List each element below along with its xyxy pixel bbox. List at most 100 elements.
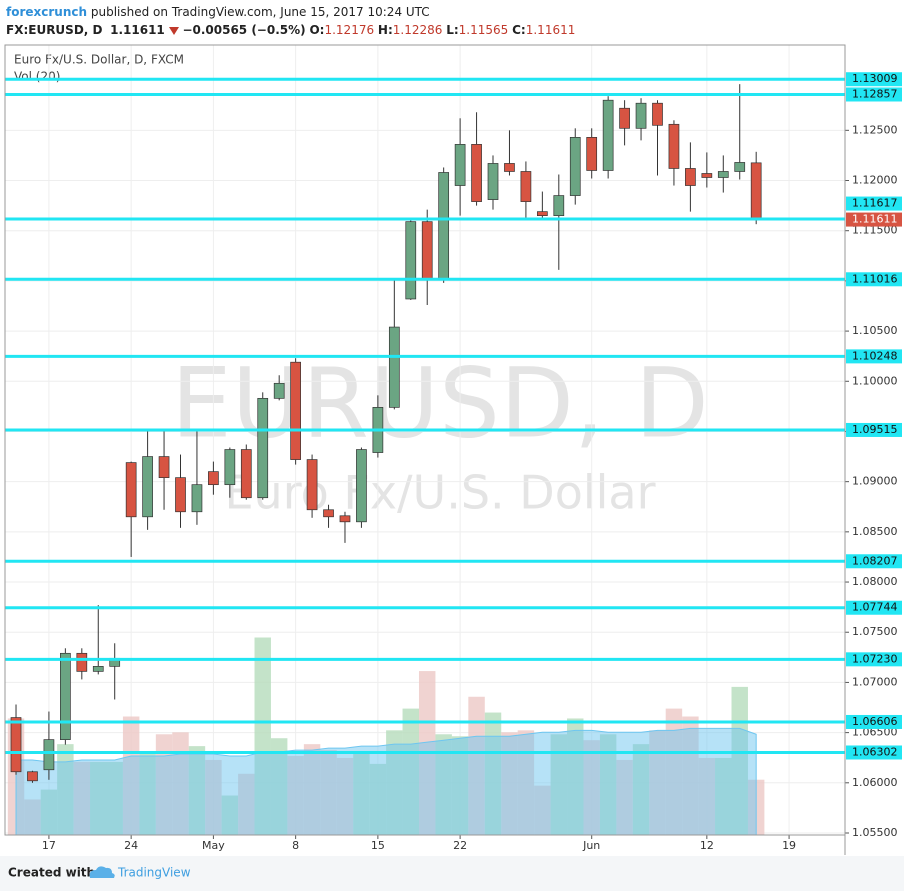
symbol: FX:EURUSD, D [6, 23, 103, 37]
y-tick-label: 1.11500 [852, 224, 898, 237]
candle-body [388, 326, 400, 408]
low-label: L: [446, 23, 459, 37]
level-label-box [846, 72, 902, 87]
candle-body [520, 171, 532, 202]
y-tick-label: 1.09000 [852, 475, 898, 488]
footer-created: Created with [8, 866, 95, 880]
high-label: H: [377, 23, 393, 37]
published: published on TradingView.com, June 15, 2… [90, 5, 430, 19]
legend-instrument: Euro Fx/U.S. Dollar, D, FXCM [14, 53, 184, 67]
candle-body [10, 717, 22, 773]
x-tick-label: 24 [124, 839, 138, 852]
level-label: 1.07230 [852, 652, 898, 665]
x-tick-label: 17 [42, 839, 56, 852]
level-label-box [846, 600, 902, 615]
candle-body [240, 449, 252, 499]
volume-ma-area [15, 727, 757, 836]
level-label-box [846, 745, 902, 760]
candle-body [306, 459, 318, 511]
candle-body [685, 168, 696, 186]
candle-body [60, 652, 71, 740]
x-tick-label: 12 [700, 839, 714, 852]
candle-body [438, 172, 450, 281]
y-tick-label: 1.10500 [852, 324, 898, 337]
y-tick-label: 1.10000 [852, 374, 898, 387]
y-tick-label: 1.08500 [852, 525, 898, 538]
level-label-box [846, 652, 902, 667]
level-label-box [846, 87, 902, 102]
candle-body [553, 195, 565, 216]
y-tick-label: 1.06000 [852, 776, 898, 789]
level-label: 1.09515 [852, 423, 898, 436]
candle-body [158, 456, 170, 478]
candle-body [734, 162, 746, 172]
y-tick-label: 1.12000 [852, 174, 898, 187]
close-label: C: [512, 23, 526, 37]
candle-body [175, 477, 186, 513]
open-value: 1.12176 [324, 23, 375, 37]
level-label-box [846, 196, 902, 211]
header-line-1: forexcrunch published on TradingView.com… [6, 3, 575, 21]
x-tick-label: 8 [292, 839, 299, 852]
level-label: 1.13009 [852, 72, 898, 85]
level-label: 1.06606 [852, 715, 898, 728]
legend-volume: Vol (20) [14, 70, 60, 84]
level-label-box [846, 554, 902, 569]
level-label: 1.06302 [852, 745, 898, 758]
change: −0.00565 (−0.5%) [182, 23, 306, 37]
candle-body [27, 771, 38, 782]
low-value: 1.11565 [458, 23, 509, 37]
y-tick-label: 1.07500 [852, 625, 898, 638]
candle-body [602, 99, 614, 171]
candle-body [191, 484, 203, 513]
candle-body [701, 173, 713, 178]
candle-body [290, 361, 301, 460]
level-label: 1.08207 [852, 554, 898, 567]
candle-body [454, 144, 466, 186]
level-label-box [846, 714, 902, 729]
footer-band [0, 856, 904, 891]
candle-body [273, 382, 285, 399]
candle-body [619, 107, 630, 129]
candle-body [208, 471, 219, 486]
candle-body [92, 666, 104, 672]
candle-body [652, 102, 663, 126]
candle-body [569, 137, 581, 196]
author: forexcrunch [6, 5, 88, 19]
footer-brand[interactable]: TradingView [117, 866, 191, 880]
candle-body [339, 515, 351, 523]
y-tick-label: 1.12500 [852, 123, 898, 136]
level-label: 1.11617 [852, 197, 898, 210]
last-price: 1.11611 [110, 23, 165, 37]
footer-logo [89, 866, 115, 878]
candle-body [537, 211, 548, 216]
candle-body [586, 137, 598, 171]
candle-body [142, 456, 153, 518]
close-value: 1.11611 [525, 23, 576, 37]
level-label: 1.11016 [852, 272, 898, 285]
watermark-description: Euro Fx/U.S. Dollar [224, 466, 655, 520]
candle-body [635, 102, 647, 129]
candle-body [356, 449, 367, 523]
x-tick-label: 19 [782, 839, 796, 852]
last-price-box [846, 212, 902, 227]
level-label-box [846, 272, 902, 287]
candle-body [421, 221, 433, 281]
header: forexcrunch published on TradingView.com… [6, 3, 575, 39]
candle-body [487, 163, 499, 200]
watermark-symbol: EURUSD, D [171, 347, 709, 459]
open-label: O: [309, 23, 325, 37]
level-label-box [846, 422, 902, 437]
x-tick-label: 22 [453, 839, 467, 852]
candle-body [323, 509, 334, 518]
candle-body [717, 171, 729, 178]
candle-body [405, 221, 417, 300]
candle-body [257, 397, 269, 499]
level-label: 1.12857 [852, 87, 898, 100]
candle-body [471, 144, 482, 202]
level-label: 1.10248 [852, 349, 898, 362]
y-tick-label: 1.05500 [852, 826, 898, 839]
x-tick-label: Jun [582, 839, 600, 852]
down-arrow [168, 26, 179, 35]
